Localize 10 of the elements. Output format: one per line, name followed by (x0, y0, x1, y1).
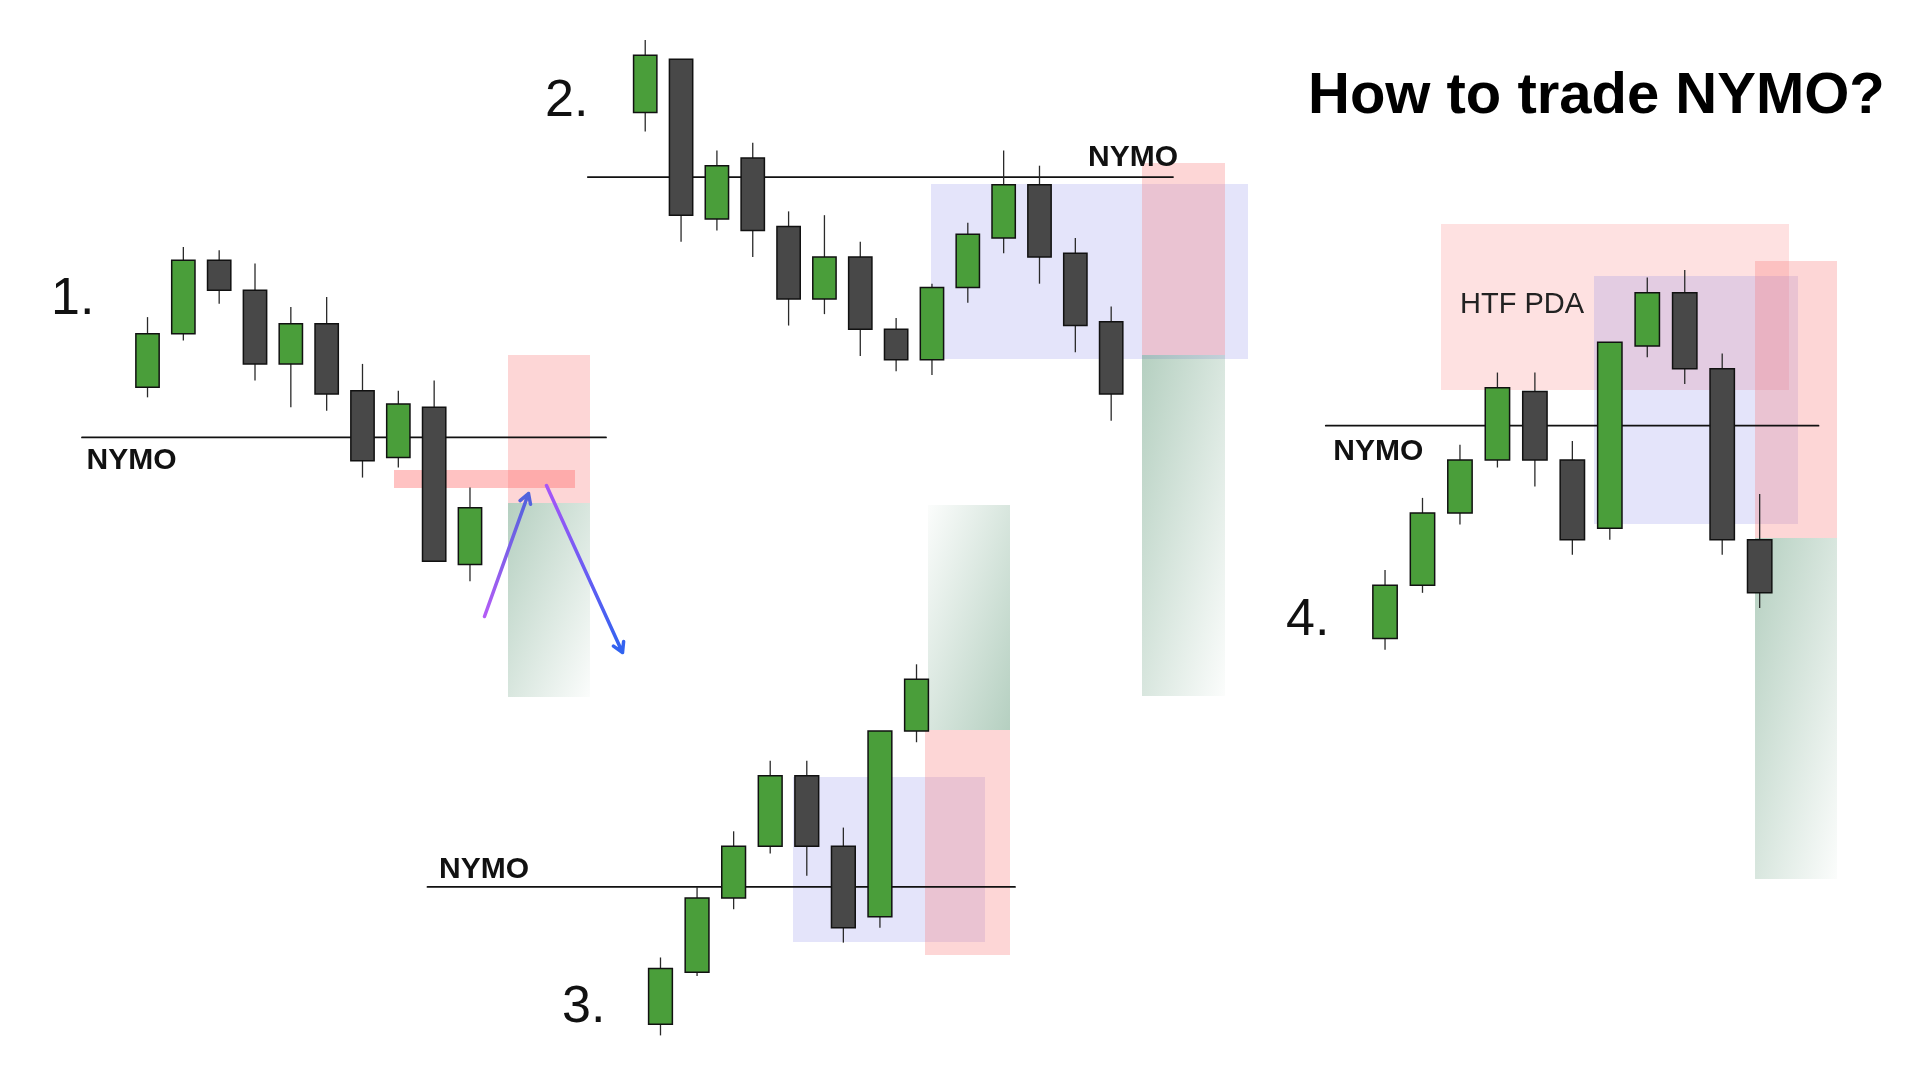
text: 2. (545, 68, 589, 127)
ref-line-label: NYMO (86, 442, 177, 476)
ref-line-label: NYMO (1333, 432, 1424, 466)
annotation: HTF PDA (1460, 286, 1585, 319)
text: How to trade NYMO? (1308, 60, 1885, 125)
ref-line-label: NYMO (1088, 139, 1178, 173)
chart-title: 1. (51, 266, 95, 325)
text: 3. (562, 974, 606, 1033)
text: 4. (1286, 587, 1330, 646)
ref-line-label: NYMO (439, 850, 529, 884)
